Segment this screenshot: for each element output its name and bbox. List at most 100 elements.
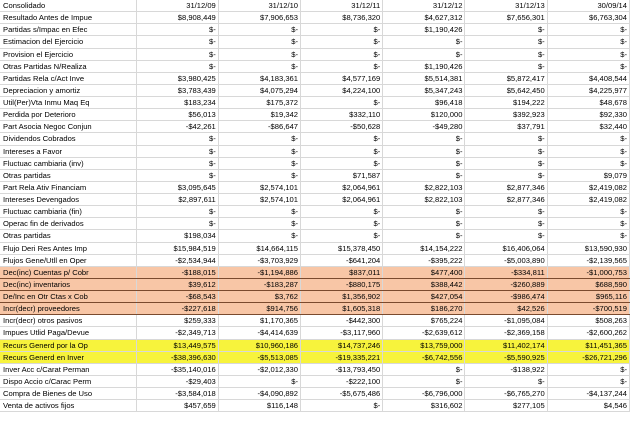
value-cell[interactable]: $1,170,365 [218,314,302,328]
value-cell[interactable]: -$986,474 [464,290,548,304]
value-cell[interactable]: $- [300,60,384,73]
value-cell[interactable]: $914,756 [218,302,302,316]
value-cell[interactable]: -$5,590,925 [464,351,548,364]
value-cell[interactable]: $765,224 [382,314,466,328]
value-cell[interactable]: $- [547,375,630,389]
value-cell[interactable]: $7,656,301 [464,11,548,25]
value-cell[interactable]: $4,224,100 [300,84,384,98]
value-cell[interactable]: $- [547,23,630,37]
value-cell[interactable]: $- [300,399,384,413]
value-cell[interactable]: -$42,261 [136,120,219,134]
value-cell[interactable]: $2,897,611 [136,193,219,207]
value-cell[interactable]: -$5,513,085 [218,351,302,364]
value-cell[interactable]: $- [382,35,466,49]
row-label-cell[interactable]: Fluctuac cambiaria (fin) [0,205,137,219]
value-cell[interactable]: $- [464,35,548,49]
value-cell[interactable]: -$6,796,000 [382,387,466,401]
value-cell[interactable]: $- [547,363,630,376]
value-cell[interactable]: $3,095,645 [136,181,219,195]
value-cell[interactable]: -$6,742,556 [382,351,466,364]
value-cell[interactable]: -$2,012,330 [218,363,302,376]
value-cell[interactable]: $48,678 [547,96,630,110]
value-cell[interactable]: $- [464,169,548,182]
value-cell[interactable]: $- [382,145,466,158]
value-cell[interactable]: $316,602 [382,399,466,413]
value-cell[interactable]: -$222,100 [300,375,384,389]
value-cell[interactable]: $- [464,132,548,146]
value-cell[interactable]: -$2,369,158 [464,326,548,340]
value-cell[interactable]: $- [300,132,384,146]
value-cell[interactable]: $- [218,217,302,231]
value-cell[interactable]: $- [136,145,219,158]
value-cell[interactable]: $2,064,961 [300,181,384,195]
row-label-cell[interactable]: Dec(inc) Cuentas p/ Cobr [0,266,137,279]
row-label-cell[interactable]: Intereses a Favor [0,145,137,158]
value-cell[interactable]: -$188,015 [136,266,219,279]
value-cell[interactable]: $- [464,205,548,219]
value-cell[interactable]: $- [136,23,219,37]
value-cell[interactable]: $332,110 [300,108,384,122]
value-cell[interactable]: $- [136,217,219,231]
value-cell[interactable]: $- [547,217,630,231]
value-cell[interactable]: $- [547,205,630,219]
value-cell[interactable]: $56,013 [136,108,219,122]
value-cell[interactable]: $- [382,157,466,170]
value-cell[interactable]: $- [382,169,466,182]
header-cell[interactable]: 30/09/14 [547,0,630,13]
value-cell[interactable]: $9,079 [547,169,630,182]
value-cell[interactable]: -$227,618 [136,302,219,316]
value-cell[interactable]: $4,577,169 [300,72,384,85]
value-cell[interactable]: $194,222 [464,96,548,110]
value-cell[interactable]: $- [218,157,302,170]
value-cell[interactable]: $457,659 [136,399,219,413]
row-label-cell[interactable]: Compra de Bienes de Uso [0,387,137,401]
value-cell[interactable]: $277,105 [464,399,548,413]
value-cell[interactable]: $- [382,363,466,376]
value-cell[interactable]: $- [218,145,302,158]
value-cell[interactable]: $1,356,902 [300,290,384,304]
value-cell[interactable]: $- [300,96,384,110]
value-cell[interactable]: -$3,584,018 [136,387,219,401]
value-cell[interactable]: $965,116 [547,290,630,304]
value-cell[interactable]: $8,908,449 [136,11,219,25]
value-cell[interactable]: $- [136,60,219,73]
value-cell[interactable]: $5,347,243 [382,84,466,98]
value-cell[interactable]: -$38,396,630 [136,351,219,364]
row-label-cell[interactable]: Fluctuac cambiaria (inv) [0,157,137,170]
value-cell[interactable]: $- [382,229,466,243]
value-cell[interactable]: $837,011 [300,266,384,279]
value-cell[interactable]: $10,960,186 [218,339,302,352]
header-cell[interactable]: 31/12/13 [464,0,548,13]
row-label-cell[interactable]: Part Rela Ativ Financiam [0,181,137,195]
value-cell[interactable]: $- [547,157,630,170]
value-cell[interactable]: $508,263 [547,314,630,328]
row-label-cell[interactable]: Recurs Generd en Inver [0,351,137,364]
row-label-cell[interactable]: Inver Acc c/Carat Perman [0,363,137,376]
value-cell[interactable]: $- [382,375,466,389]
value-cell[interactable]: -$2,639,612 [382,326,466,340]
value-cell[interactable]: $- [136,169,219,182]
value-cell[interactable]: $14,154,222 [382,242,466,255]
value-cell[interactable]: $- [547,48,630,61]
value-cell[interactable]: $- [218,229,302,243]
value-cell[interactable]: -$3,703,929 [218,254,302,267]
value-cell[interactable]: $- [218,132,302,146]
value-cell[interactable]: -$86,647 [218,120,302,134]
value-cell[interactable]: $14,664,115 [218,242,302,255]
row-label-cell[interactable]: Venta de activos fijos [0,399,137,413]
value-cell[interactable]: $37,791 [464,120,548,134]
value-cell[interactable]: $14,737,246 [300,339,384,352]
value-cell[interactable]: $11,451,365 [547,339,630,352]
value-cell[interactable]: $7,906,653 [218,11,302,25]
value-cell[interactable]: $- [300,205,384,219]
value-cell[interactable]: $19,342 [218,108,302,122]
row-label-cell[interactable]: Perdida por Deterioro [0,108,137,122]
value-cell[interactable]: $- [218,60,302,73]
value-cell[interactable]: $5,872,417 [464,72,548,85]
value-cell[interactable]: -$4,137,244 [547,387,630,401]
row-label-cell[interactable]: Incr(decr) proveedores [0,302,137,316]
value-cell[interactable]: $- [464,60,548,73]
value-cell[interactable]: $- [464,145,548,158]
value-cell[interactable]: $3,783,439 [136,84,219,98]
row-label-cell[interactable]: Dec(inc) inventarios [0,278,137,292]
